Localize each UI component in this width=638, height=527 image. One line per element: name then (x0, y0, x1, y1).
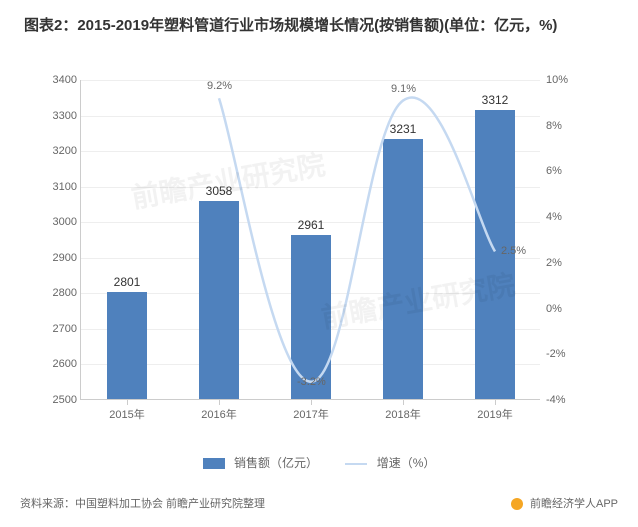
x-tick (403, 400, 404, 405)
x-tick (311, 400, 312, 405)
y-left-tick-label: 3300 (39, 110, 77, 122)
y-right-tick-label: -2% (546, 348, 582, 360)
line-value-label: -3.2% (297, 376, 326, 388)
line-series (81, 80, 541, 400)
legend-bar-swatch (203, 458, 225, 469)
legend-bar: 销售额（亿元） (203, 454, 318, 471)
y-left-tick-label: 3200 (39, 145, 77, 157)
legend-line-swatch (345, 463, 367, 465)
y-right-tick-label: 0% (546, 303, 582, 315)
x-tick-label: 2015年 (109, 406, 144, 422)
x-tick (219, 400, 220, 405)
line-value-label: 2.5% (501, 245, 526, 257)
y-left-tick-label: 3100 (39, 181, 77, 193)
y-left-tick-label: 2900 (39, 252, 77, 264)
x-tick (127, 400, 128, 405)
y-left-tick-label: 2800 (39, 287, 77, 299)
y-right-tick-label: 6% (546, 165, 582, 177)
attribution-text: 前瞻经济学人APP (530, 498, 618, 510)
chart-area: 2500260027002800290030003100320033003400… (40, 80, 598, 420)
legend-line-label: 增速（%） (377, 456, 436, 470)
y-left-tick-label: 3000 (39, 216, 77, 228)
x-tick-label: 2017年 (293, 406, 328, 422)
attribution-icon (511, 498, 523, 510)
y-right-tick-label: 2% (546, 257, 582, 269)
chart-title: 图表2：2015-2019年塑料管道行业市场规模增长情况(按销售额)(单位：亿元… (0, 0, 638, 35)
y-left-tick-label: 2700 (39, 323, 77, 335)
y-right-tick-label: 10% (546, 74, 582, 86)
legend-line: 增速（%） (345, 454, 435, 471)
x-tick-label: 2016年 (201, 406, 236, 422)
y-left-tick-label: 2500 (39, 394, 77, 406)
plot-region: 2500260027002800290030003100320033003400… (80, 80, 540, 400)
growth-line (219, 97, 495, 381)
line-value-label: 9.1% (391, 83, 416, 95)
line-value-label: 9.2% (207, 80, 232, 92)
x-tick-label: 2018年 (385, 406, 420, 422)
x-tick (495, 400, 496, 405)
legend: 销售额（亿元） 增速（%） (0, 454, 638, 471)
y-left-tick-label: 3400 (39, 74, 77, 86)
y-left-tick-label: 2600 (39, 358, 77, 370)
y-right-tick-label: -4% (546, 394, 582, 406)
y-right-tick-label: 8% (546, 120, 582, 132)
legend-bar-label: 销售额（亿元） (234, 456, 318, 470)
attribution: 前瞻经济学人APP (511, 495, 618, 511)
x-tick-label: 2019年 (477, 406, 512, 422)
y-right-tick-label: 4% (546, 211, 582, 223)
source-text: 资料来源：中国塑料加工协会 前瞻产业研究院整理 (20, 495, 265, 511)
